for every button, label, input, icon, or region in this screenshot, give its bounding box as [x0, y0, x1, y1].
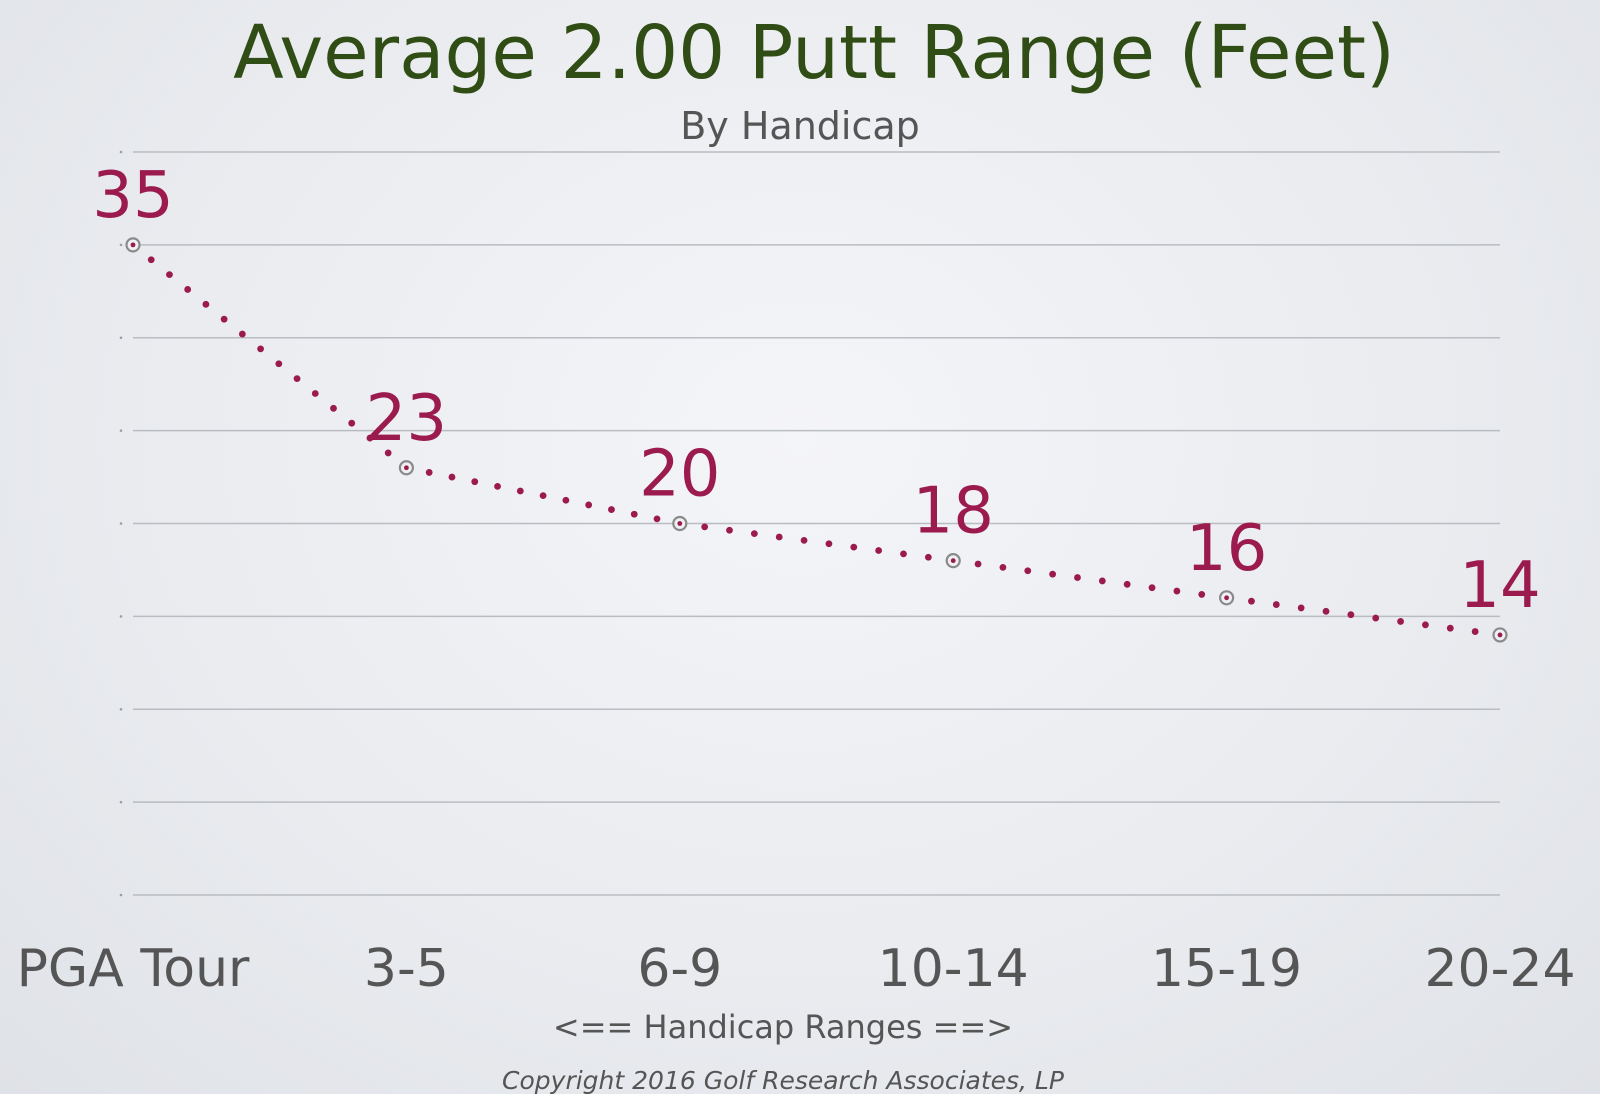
- data-point-10-14: [945, 553, 961, 569]
- line-dot: [275, 360, 283, 368]
- line-dot: [608, 506, 615, 513]
- line-dot: [999, 564, 1007, 571]
- data-point-PGA Tour: [125, 237, 141, 253]
- line-dot: [1248, 597, 1255, 605]
- line-dot: [974, 560, 982, 568]
- data-label: 20: [639, 438, 720, 512]
- gridline-tick: [119, 615, 123, 618]
- line-dot: [701, 523, 709, 531]
- line-dot: [1322, 607, 1330, 615]
- line-dot: [184, 286, 192, 293]
- line-dot: [384, 449, 392, 457]
- line-dot: [775, 533, 783, 541]
- x-tick-label: 15-19: [1151, 939, 1302, 999]
- x-tick-label: PGA Tour: [17, 939, 250, 999]
- line-dot: [653, 515, 661, 523]
- data-point-center: [1224, 595, 1229, 601]
- line-dot: [425, 469, 433, 476]
- line-dot: [875, 547, 883, 554]
- line-dot: [330, 404, 337, 412]
- line-dot: [1024, 567, 1032, 575]
- gridline-tick: [119, 800, 123, 804]
- x-tick-label: 3-5: [364, 939, 449, 999]
- gridline-tick: [119, 522, 123, 525]
- data-point-center: [677, 521, 683, 526]
- data-label: 35: [92, 159, 173, 233]
- line-dot: [630, 510, 638, 518]
- x-axis-ticks: PGA Tour 3-5 6-9 10-14 15-19 20-24: [17, 939, 1576, 999]
- line-dot: [1074, 574, 1081, 581]
- data-point-6-9: [672, 515, 688, 532]
- x-tick-label: 6-9: [637, 939, 722, 999]
- data-point-15-19: [1218, 590, 1235, 606]
- line-dot: [1397, 618, 1404, 625]
- grid-lines: [119, 150, 1500, 897]
- data-label: 23: [366, 382, 447, 456]
- line-dot: [202, 300, 210, 308]
- line-dot: [1471, 628, 1479, 635]
- line-dot: [800, 536, 808, 544]
- data-point-20-24: [1492, 627, 1508, 643]
- line-dot: [166, 271, 173, 278]
- gridline-tick: [119, 243, 123, 247]
- data-point-center: [404, 465, 409, 471]
- line-dot: [726, 526, 733, 534]
- line-dot: [348, 419, 356, 427]
- x-axis-label: <== Handicap Ranges ==>: [553, 1008, 1013, 1046]
- gridline-tick: [119, 707, 123, 711]
- data-label: 14: [1459, 549, 1540, 623]
- line-dot: [900, 550, 907, 558]
- line-dot: [539, 492, 547, 500]
- line-dot: [1049, 570, 1057, 578]
- line-dot: [562, 496, 570, 504]
- data-label: 16: [1186, 512, 1267, 586]
- line-dot: [924, 553, 932, 561]
- copyright-text: Copyright 2016 Golf Research Associates,…: [502, 1066, 1065, 1094]
- line-dot: [1272, 601, 1280, 608]
- chart-title: Average 2.00 Putt Range (Feet): [233, 10, 1395, 96]
- line-dot: [850, 543, 858, 551]
- data-labels: 35 23 20 18 16 14: [92, 159, 1540, 623]
- line-dot: [1148, 584, 1156, 592]
- data-point-center: [950, 558, 956, 564]
- line-dot: [471, 478, 479, 486]
- line-dot: [1297, 604, 1305, 612]
- chart-subtitle: By Handicap: [680, 104, 920, 148]
- line-dot: [585, 501, 593, 509]
- gridline-tick: [119, 150, 123, 154]
- line-dot: [311, 390, 319, 397]
- line-dot: [1446, 624, 1454, 632]
- line-dot: [366, 434, 374, 442]
- line-dot: [1422, 621, 1429, 629]
- line-dot: [825, 540, 833, 548]
- line-dot: [1173, 587, 1181, 595]
- line-dot: [147, 256, 155, 264]
- line-dot: [293, 375, 301, 383]
- gridline-tick: [119, 893, 123, 897]
- gridline-tick: [119, 336, 123, 340]
- line-dot: [1372, 614, 1380, 622]
- x-tick-label: 20-24: [1424, 939, 1575, 999]
- line-dot: [494, 482, 501, 490]
- data-point-center: [130, 242, 136, 248]
- data-point-center: [1497, 632, 1503, 638]
- line-dot: [257, 345, 264, 353]
- gridline-tick: [119, 429, 123, 432]
- line-dot: [1198, 591, 1206, 598]
- line-dot: [1098, 577, 1106, 585]
- line-dot: [1347, 611, 1355, 619]
- line-dot: [220, 315, 228, 323]
- series-line: [147, 256, 1479, 635]
- x-tick-label: 10-14: [878, 939, 1029, 999]
- data-point-3-5: [398, 460, 414, 476]
- line-dot: [750, 530, 758, 538]
- data-markers: [125, 237, 1508, 643]
- data-label: 18: [912, 475, 993, 549]
- line-dot: [1123, 580, 1131, 588]
- line-dot: [238, 330, 246, 338]
- line-dot: [448, 473, 456, 481]
- line-dot: [516, 487, 524, 495]
